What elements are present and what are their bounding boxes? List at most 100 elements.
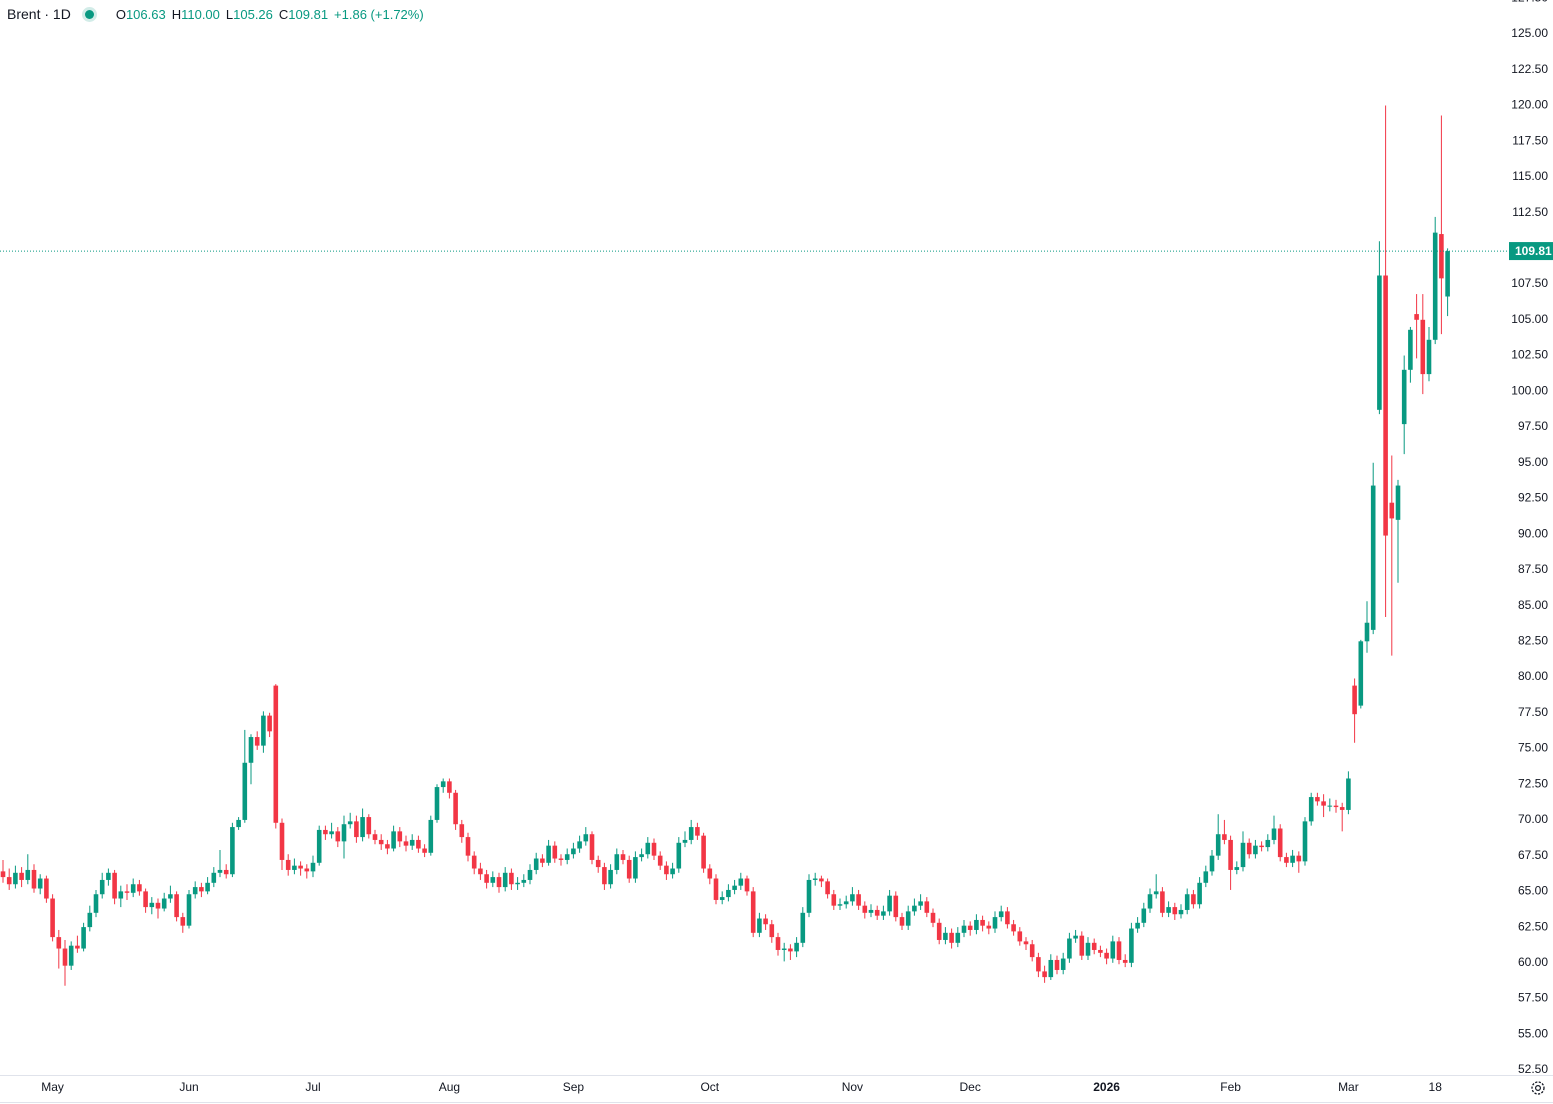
candle-body (267, 715, 272, 732)
candle-body (422, 848, 427, 853)
candle-body (254, 737, 260, 746)
ohlc-key: H (171, 6, 182, 22)
candle-body (682, 839, 688, 843)
candles (0, 105, 1450, 986)
candle-body (192, 887, 198, 895)
candle-body (899, 917, 905, 926)
candle-body (1011, 924, 1016, 932)
status-dot (84, 9, 94, 19)
last-price-label: 109.81 (1515, 244, 1552, 258)
candle-body (137, 884, 142, 892)
candle-body (62, 948, 68, 966)
ohlc-key: L (225, 6, 234, 22)
y-tick-label: 105.00 (1511, 312, 1548, 326)
symbol[interactable]: Brent · 1D (7, 6, 71, 22)
candle-body (1271, 828, 1277, 840)
candle-body (1141, 908, 1147, 923)
x-tick-label: Feb (1220, 1080, 1241, 1094)
candle-body (912, 905, 917, 912)
candle-body (6, 877, 12, 885)
candle-body (763, 918, 768, 925)
candle-body (552, 845, 558, 859)
ohlc-key: O (115, 6, 126, 22)
candle-body (837, 904, 843, 906)
candle-body (292, 865, 297, 870)
candle-body (1228, 839, 1233, 870)
candle-body (1408, 329, 1413, 370)
candle-body (447, 781, 452, 793)
candle-body (434, 787, 440, 820)
candle-body (527, 869, 533, 880)
candle-body (329, 831, 334, 835)
y-tick-label: 72.50 (1518, 776, 1548, 790)
y-tick-label: 92.50 (1518, 491, 1548, 505)
candle-body (168, 894, 173, 899)
candle-body (124, 891, 130, 893)
candle-body (1110, 941, 1116, 959)
candle-body (1284, 857, 1289, 863)
candle-body (1370, 485, 1376, 630)
candle-body (732, 885, 737, 890)
candle-body (639, 854, 644, 858)
candle-body (1333, 805, 1339, 808)
candle-body (298, 865, 303, 869)
candle-body (1290, 855, 1295, 863)
candle-body (781, 948, 787, 950)
y-tick-label: 65.00 (1518, 884, 1548, 898)
candle-body (521, 879, 527, 883)
candle-body (943, 932, 948, 940)
candle-body (986, 925, 992, 929)
candle-body (1259, 845, 1264, 848)
candle-body (936, 922, 942, 940)
candle-body (56, 937, 62, 949)
candle-body (626, 859, 632, 879)
candle-body (1420, 319, 1426, 375)
candle-body (577, 841, 582, 849)
gear-center (1534, 1084, 1542, 1092)
candle-body (589, 834, 595, 860)
candle-body (273, 685, 279, 823)
candle-body (44, 878, 49, 899)
candle-body (130, 884, 136, 893)
settings-icon[interactable] (1531, 1081, 1545, 1095)
candle-body (1277, 828, 1283, 858)
candle-body (843, 901, 849, 905)
candle-body (453, 792, 458, 825)
candle-body (242, 762, 248, 820)
candle-body (1401, 369, 1407, 425)
candle-body (1104, 952, 1109, 959)
x-tick-label: Oct (700, 1080, 719, 1094)
candle-body (558, 858, 564, 860)
candle-body (143, 891, 148, 908)
y-tick-label: 120.00 (1511, 98, 1548, 112)
candle-body (868, 909, 874, 913)
candle-body (87, 912, 93, 928)
candle-body (862, 905, 868, 913)
candle-body (316, 829, 322, 863)
y-tick-label: 90.00 (1518, 526, 1548, 540)
candle-body (1191, 894, 1196, 905)
candle-body (1327, 805, 1333, 807)
candle-body (31, 869, 37, 889)
candle-body (1439, 234, 1444, 279)
candle-body (1122, 959, 1128, 963)
candle-body (1178, 909, 1184, 915)
x-tick-label: Sep (563, 1080, 585, 1094)
candle-body (1352, 685, 1357, 715)
candle-body (372, 834, 378, 840)
candle-body (775, 937, 781, 950)
candle-body (1308, 797, 1314, 822)
x-tick-label: Dec (960, 1080, 981, 1094)
candle-body (465, 837, 471, 856)
candle-body (1036, 957, 1041, 972)
candle-body (788, 948, 793, 952)
candle-body (428, 819, 434, 853)
ohlc-value: 109.81 (288, 6, 329, 22)
y-tick-label: 55.00 (1518, 1026, 1548, 1040)
candle-body (478, 868, 483, 875)
candle-body (409, 839, 415, 846)
candle-body (930, 912, 936, 923)
change: +1.86 (+1.72%) (334, 6, 424, 22)
y-tick-label: 75.00 (1518, 741, 1548, 755)
